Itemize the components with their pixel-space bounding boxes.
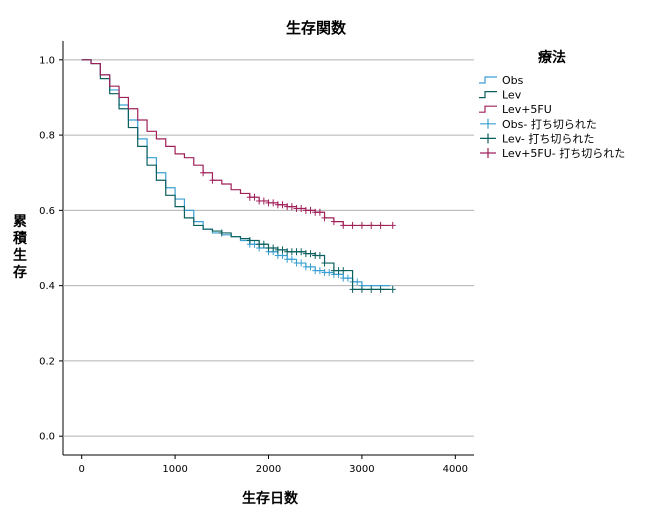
legend-title: 療法 [538, 49, 566, 66]
censor-mark [340, 267, 347, 275]
gridlines [62, 41, 474, 456]
x-axis-ticks: 0 1000 2000 3000 4000 [78, 455, 468, 475]
legend-entry-label: Lev [502, 89, 522, 102]
censor-mark [340, 221, 347, 229]
censor-mark [321, 259, 328, 267]
censor-mark [358, 221, 365, 229]
x-tick-label: 0 [78, 464, 84, 475]
x-axis-label: 生存日数 [242, 490, 299, 507]
censor-mark [358, 285, 365, 293]
censor-mark [279, 201, 286, 209]
legend-entry-label: Obs [502, 74, 524, 87]
series-line-0 [81, 59, 390, 287]
x-tick-label: 2000 [256, 464, 281, 475]
y-axis-ticks: 0.0 0.2 0.4 0.6 0.8 1.0 [39, 55, 63, 443]
censor-mark [321, 214, 328, 222]
chart-title: 生存関数 [286, 19, 347, 37]
series-layer [81, 59, 396, 293]
legend-line-swatch [479, 105, 497, 113]
censor-mark [298, 248, 305, 256]
legend-censor-swatch [480, 118, 496, 129]
y-tick-label: 0.2 [39, 356, 55, 367]
censor-mark [377, 285, 384, 293]
x-tick-label: 1000 [162, 464, 187, 475]
censor-mark [279, 246, 286, 254]
censor-mark [344, 274, 351, 282]
censor-mark [316, 267, 323, 275]
legend-entry-label: Lev- 打ち切られた [502, 131, 594, 145]
censor-mark [246, 236, 253, 244]
censor-mark [218, 229, 225, 237]
censor-mark [200, 169, 207, 177]
censor-mark [326, 268, 333, 276]
censor-mark [209, 176, 216, 184]
legend-line-swatch [479, 91, 497, 99]
censor-mark [389, 285, 396, 293]
series-line-1 [81, 59, 390, 290]
censor-mark [288, 203, 295, 211]
legend-censor-swatch [480, 133, 496, 144]
censor-mark [349, 221, 356, 229]
censor-mark [354, 278, 361, 286]
censor-mark [389, 221, 396, 229]
censor-mark [260, 197, 267, 205]
legend-entry-label: Lev+5FU- 打ち切られた [502, 146, 625, 160]
censor-mark [298, 259, 305, 267]
x-tick-label: 4000 [443, 464, 468, 475]
y-tick-label: 0.8 [39, 131, 55, 142]
censor-mark [377, 221, 384, 229]
y-tick-label: 1.0 [39, 55, 55, 66]
legend-entry-label: Obs- 打ち切られた [502, 117, 597, 131]
censor-mark [368, 285, 375, 293]
censor-mark [368, 221, 375, 229]
censor-mark [270, 244, 277, 252]
legend-censor-swatch [480, 148, 496, 158]
censor-mark [330, 218, 337, 226]
legend-entry-label: Lev+5FU [502, 103, 552, 116]
series-line-2 [81, 59, 390, 227]
censor-mark [270, 199, 277, 207]
y-axis-label: 累積生存 [12, 214, 28, 281]
censor-mark [349, 285, 356, 293]
legend-line-swatch [479, 76, 497, 84]
censor-mark [316, 208, 323, 216]
censor-mark [316, 252, 323, 260]
censor-mark [307, 250, 314, 258]
y-tick-label: 0.4 [39, 281, 55, 292]
censor-mark [288, 255, 295, 263]
censor-mark [260, 240, 267, 248]
y-tick-label: 0.6 [39, 206, 55, 217]
x-tick-label: 3000 [349, 464, 374, 475]
censor-mark [251, 193, 258, 201]
censor-mark [307, 206, 314, 214]
censor-mark [307, 263, 314, 271]
y-tick-label: 0.0 [39, 432, 55, 443]
censor-mark [298, 204, 305, 212]
